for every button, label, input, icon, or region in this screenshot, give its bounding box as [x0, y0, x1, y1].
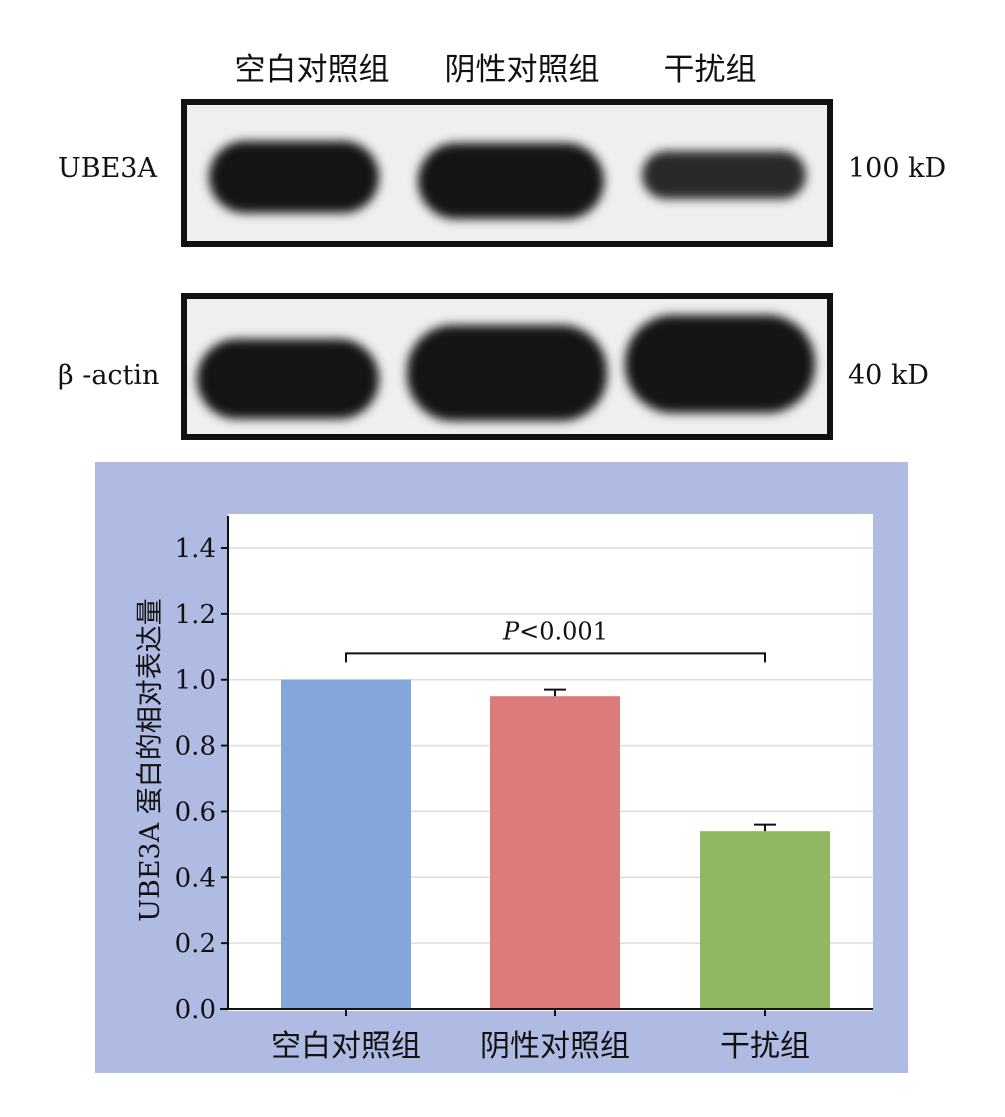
y-tick-label: 0.8 — [175, 732, 216, 762]
y-tick-label: 1.4 — [175, 534, 216, 564]
blot-band-actin-negative — [407, 325, 607, 421]
chart-panel: 0.0 0.2 0.4 0.6 0.8 1.0 1.2 1.4 空白对照组 阴性对照组 干扰组 UBE… — [95, 462, 908, 1073]
blot-lane-label-interference: 干扰组 — [663, 52, 757, 88]
bar-chart: 0.0 0.2 0.4 0.6 0.8 1.0 1.2 1.4 空白对照组 阴性对照组 干扰组 UBE… — [135, 516, 873, 1064]
blot-row-label-ube3a: UBE3A — [58, 153, 157, 184]
blot-panel-ube3a — [181, 99, 833, 247]
bar-1 — [490, 696, 620, 1009]
blot-lane-label-negative: 阴性对照组 — [444, 52, 600, 88]
y-tick-label: 1.2 — [175, 600, 216, 630]
x-tick-label: 干扰组 — [720, 1029, 810, 1064]
blot-row-label-actin: β -actin — [58, 360, 160, 391]
y-tick-label: 0.6 — [175, 797, 216, 827]
blot-lane-label-blank: 空白对照组 — [234, 52, 390, 88]
x-tick-label: 阴性对照组 — [480, 1029, 630, 1064]
y-tick-label: 0.0 — [175, 995, 216, 1025]
blot-size-label-100kd: 100 kD — [848, 153, 947, 184]
blot-band-actin-interference — [625, 315, 815, 413]
significance-label: P<0.001 — [502, 617, 608, 645]
x-tick-label: 空白对照组 — [271, 1029, 421, 1064]
blot-band-ube3a-negative — [418, 143, 604, 219]
y-axis-label: UBE3A 蛋白的相对表达量 — [135, 598, 166, 922]
bar-2 — [700, 831, 830, 1009]
blot-band-actin-blank — [197, 339, 379, 419]
y-tick-label: 0.4 — [175, 863, 216, 893]
blot-band-ube3a-interference — [642, 151, 806, 199]
y-tick-label: 0.2 — [175, 929, 216, 959]
bar-0 — [281, 679, 411, 1009]
blot-size-label-40kd: 40 kD — [848, 360, 929, 391]
y-tick-label: 1.0 — [175, 666, 216, 696]
significance-bracket — [345, 652, 766, 663]
blot-panel-actin — [181, 293, 833, 440]
blot-band-ube3a-blank — [209, 141, 379, 213]
